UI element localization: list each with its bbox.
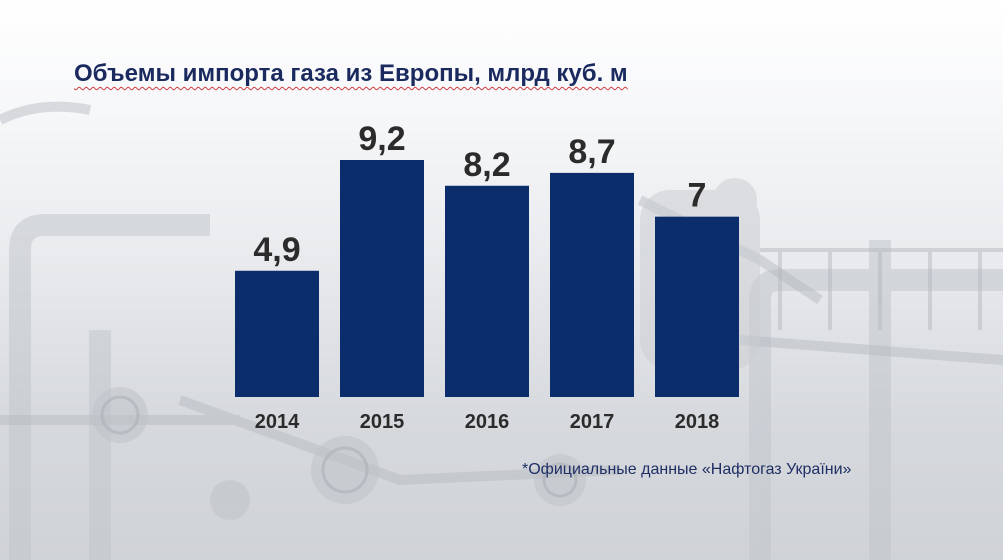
x-tick-label-2018: 2018	[675, 411, 720, 433]
source-note: *Официальные данные «Нафтогаз України»	[522, 461, 852, 478]
data-label-2015: 9,2	[358, 120, 405, 158]
data-label-2017: 8,7	[568, 133, 615, 171]
x-tick-label-2016: 2016	[465, 411, 510, 433]
x-tick-label-2017: 2017	[570, 411, 615, 433]
x-tick-label-2015: 2015	[360, 411, 405, 433]
bar-2018	[655, 216, 739, 397]
bar-2014	[235, 270, 319, 397]
data-label-2018: 7	[688, 177, 707, 215]
data-label-2014: 4,9	[253, 231, 300, 269]
bar-2016	[445, 185, 529, 397]
x-tick-label-2014: 2014	[255, 411, 300, 433]
bar-2015	[340, 160, 424, 397]
chart-title: Объемы импорта газа из Европы, млрд куб.…	[74, 60, 628, 87]
data-label-2016: 8,2	[463, 146, 510, 184]
bar-2017	[550, 172, 634, 397]
